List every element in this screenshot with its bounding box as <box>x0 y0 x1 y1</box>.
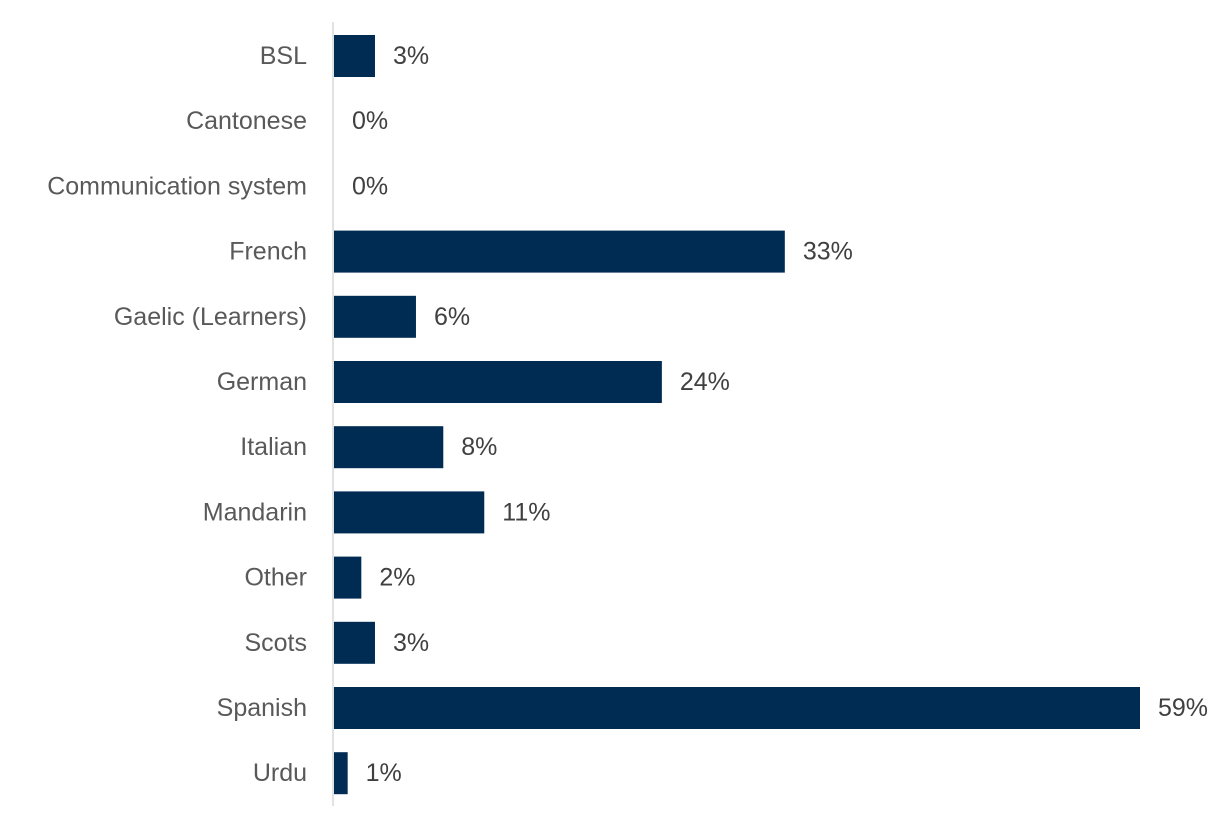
category-label-bsl: BSL <box>260 42 307 70</box>
category-label-cantonese: Cantonese <box>186 107 307 135</box>
value-label-german: 24% <box>680 368 730 396</box>
value-label-other: 2% <box>379 564 415 592</box>
category-label-italian: Italian <box>240 433 307 461</box>
value-label-cantonese: 0% <box>352 107 388 135</box>
value-label-mandarin: 11% <box>502 498 550 526</box>
value-label-french: 33% <box>803 238 853 266</box>
value-label-urdu: 1% <box>366 759 402 787</box>
bar-other <box>334 556 362 599</box>
bar-bsl <box>334 35 375 77</box>
category-label-mandarin: Mandarin <box>203 498 307 526</box>
category-label-spanish: Spanish <box>217 694 307 722</box>
value-label-italian: 8% <box>461 433 497 461</box>
value-label-scots: 3% <box>393 629 429 657</box>
bar-gaelic-learners <box>334 295 416 338</box>
bar-scots <box>334 621 375 664</box>
bar-italian <box>334 426 444 469</box>
category-label-gaelic-learners: Gaelic (Learners) <box>114 303 307 331</box>
category-label-other: Other <box>244 564 307 592</box>
category-label-german: German <box>217 368 307 396</box>
bar-spanish <box>334 687 1140 729</box>
category-label-urdu: Urdu <box>253 759 307 787</box>
bar-mandarin <box>334 491 485 534</box>
value-label-spanish: 59% <box>1158 694 1208 722</box>
bar-french <box>334 230 785 273</box>
category-label-communication-system: Communication system <box>47 172 307 200</box>
category-label-scots: Scots <box>244 629 307 657</box>
value-label-gaelic-learners: 6% <box>434 303 470 331</box>
category-label-french: French <box>229 238 307 266</box>
value-label-bsl: 3% <box>393 42 429 70</box>
bars-layer <box>334 35 1140 795</box>
bar-german <box>334 361 662 403</box>
value-label-communication-system: 0% <box>352 172 388 200</box>
labels-layer: BSL 3% Cantonese 0% Communication system 0% Fr… <box>47 42 1208 787</box>
bar-urdu <box>334 752 348 795</box>
